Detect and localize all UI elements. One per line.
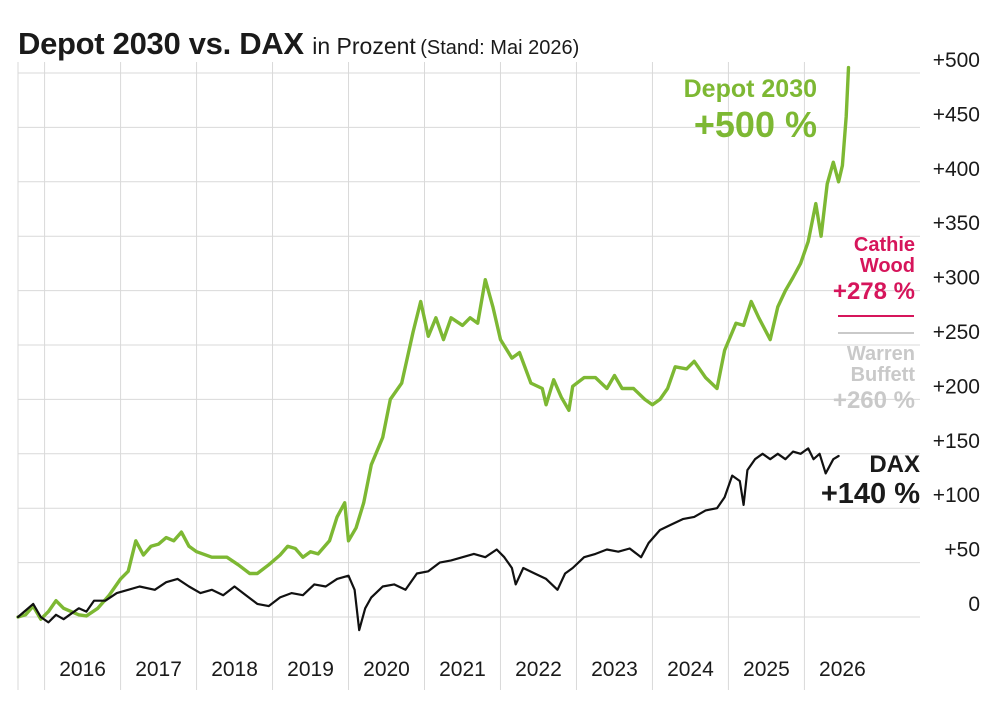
x-tick-label: 2019 — [287, 658, 334, 681]
cathie-wood-reference-line — [838, 315, 914, 317]
series-line-depot-2030 — [16, 65, 851, 621]
x-axis-labels: 2016 2017 2018 2019 2020 2021 2022 2023 2024 2025… — [59, 658, 866, 681]
cathie-wood-name-line2: Wood — [859, 255, 915, 277]
x-tick-label: 2025 — [743, 658, 790, 681]
y-tick-label: +200 — [933, 375, 980, 398]
x-tick-label: 2017 — [135, 658, 182, 681]
x-tick-label: 2016 — [59, 658, 106, 681]
dax-label: DAX +140 % — [821, 452, 920, 510]
x-tick-label: 2024 — [667, 658, 714, 681]
depot-label: Depot 2030 +500 % — [684, 76, 817, 144]
x-tick-label: 2022 — [515, 658, 562, 681]
cathie-wood-name-line1: Cathie — [853, 234, 915, 256]
series-line-dax — [16, 447, 840, 632]
depot-label-value: +500 % — [693, 104, 817, 146]
y-tick-label: +50 — [944, 539, 980, 562]
chart-title-row: Depot 2030 vs. DAX in Prozent (Stand: Ma… — [18, 26, 579, 62]
chart-date-note: (Stand: Mai 2026) — [420, 37, 580, 59]
y-tick-label: +500 — [933, 49, 980, 72]
x-tick-label: 2018 — [211, 658, 258, 681]
depot-label-name: Depot 2030 — [683, 75, 817, 103]
dax-label-value: +140 % — [820, 478, 920, 511]
cathie-wood-label: Cathie Wood +278 % — [832, 234, 915, 305]
warren-buffett-name-line2: Buffett — [850, 364, 915, 386]
warren-buffett-label: Warren Buffett +260 % — [832, 343, 915, 414]
chart-subtitle: in Prozent — [312, 33, 416, 59]
cathie-wood-value: +278 % — [832, 278, 915, 305]
x-tick-label: 2023 — [591, 658, 638, 681]
warren-buffett-reference-line — [838, 332, 914, 334]
series-lines — [16, 65, 851, 632]
y-tick-label: 0 — [968, 593, 980, 616]
y-tick-label: +250 — [933, 321, 980, 344]
y-tick-label: +400 — [933, 158, 980, 181]
x-tick-label: 2026 — [819, 658, 866, 681]
chart-title: Depot 2030 vs. DAX — [18, 26, 304, 61]
y-tick-label: +350 — [933, 212, 980, 235]
x-tick-label: 2021 — [439, 658, 486, 681]
y-tick-label: +450 — [933, 103, 980, 126]
y-tick-label: +100 — [933, 484, 980, 507]
x-tick-label: 2020 — [363, 658, 410, 681]
y-tick-label: +300 — [933, 267, 980, 290]
warren-buffett-name-line1: Warren — [846, 343, 915, 365]
grid — [17, 62, 920, 690]
warren-buffett-value: +260 % — [832, 387, 915, 414]
y-tick-label: +150 — [933, 430, 980, 453]
y-axis-labels: 0 +50 +100 +150 +200 +250 +300 +350 +400 +450 +500 — [933, 49, 980, 616]
dax-label-name: DAX — [869, 451, 920, 478]
